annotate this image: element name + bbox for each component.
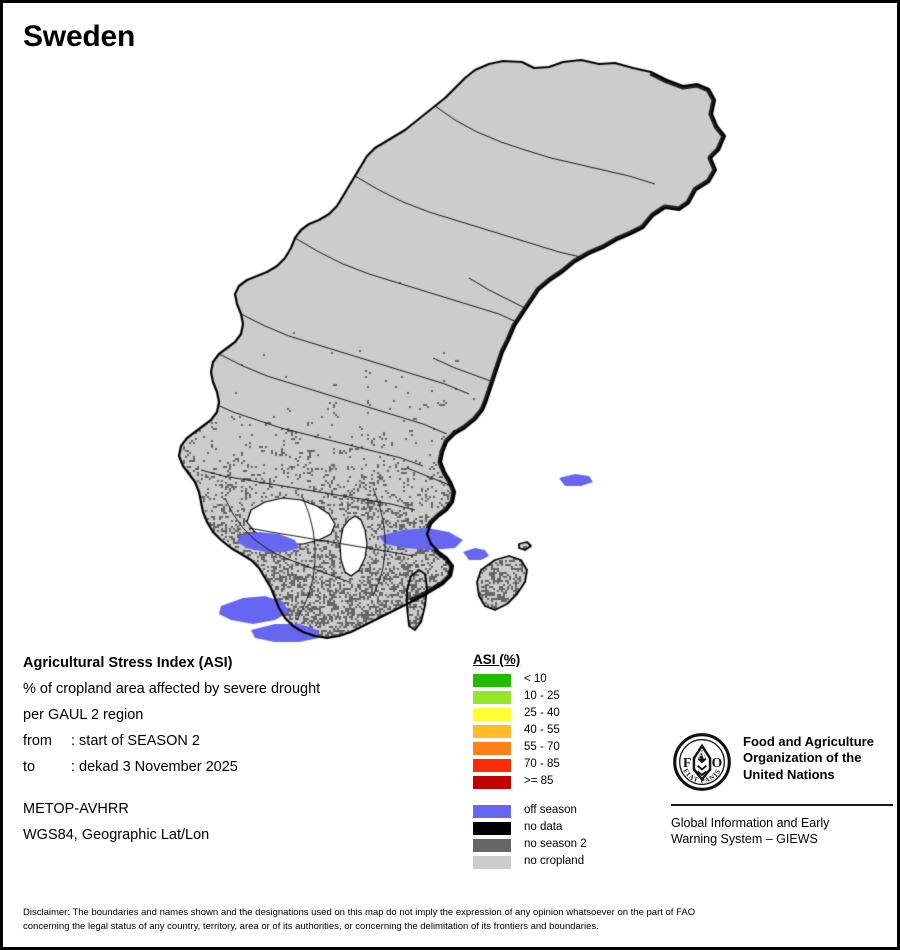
fao-organization-name: Food and Agriculture Organization of the… (743, 731, 874, 783)
legend-title: ASI (%) (473, 652, 521, 667)
legend-class-swatch (473, 758, 511, 772)
giews-line-2: Warning System – GIEWS (671, 832, 818, 847)
legend-class-swatch (473, 690, 511, 704)
fao-org-line-1: Food and Agriculture (743, 734, 874, 749)
legend-special-row: no data (473, 820, 663, 837)
disclaimer-text: Disclaimer: The boundaries and names sho… (23, 906, 883, 934)
legend-special-swatch (473, 855, 511, 869)
legend-class-swatch (473, 673, 511, 687)
legend-class-row: 40 - 55 (473, 723, 663, 740)
legend-special-label: off season (524, 804, 577, 817)
fao-branding-block: F A O FIAT PANIS Food and Agriculture Or… (671, 731, 893, 848)
legend-class-label: 40 - 55 (524, 724, 560, 737)
legend-class-row: 10 - 25 (473, 689, 663, 706)
info-from-key: from (23, 733, 52, 749)
info-to-key: to (23, 759, 36, 775)
map-legend: ASI (%) < 10 10 - 25 25 - 40 40 - 55 55 - 70… (473, 653, 663, 871)
legend-class-label: 25 - 40 (524, 707, 560, 720)
svg-text:F: F (683, 755, 691, 770)
legend-class-row: 55 - 70 (473, 740, 663, 757)
svg-text:O: O (712, 755, 723, 770)
legend-class-row: 70 - 85 (473, 757, 663, 774)
fao-org-line-2: Organization of the (743, 750, 862, 766)
fao-emblem-icon: F A O FIAT PANIS (671, 731, 733, 793)
fao-logo-row: F A O FIAT PANIS Food and Agriculture Or… (671, 731, 893, 793)
legend-special-row: no season 2 (473, 837, 663, 854)
legend-special-row: off season (473, 803, 663, 820)
info-subtitle-2: per GAUL 2 region (23, 707, 144, 723)
legend-special-label: no cropland (524, 855, 585, 868)
info-from-row: from : start of SEASON 2 (23, 734, 453, 749)
info-projection: WGS84, Geographic Lat/Lon (23, 827, 210, 843)
legend-class-label: 55 - 70 (524, 741, 560, 754)
fao-divider (671, 804, 893, 806)
legend-class-label: 70 - 85 (524, 758, 560, 771)
fao-org-line-3: United Nations (743, 766, 835, 782)
legend-special-list: off season no data no season 2 no cropland (473, 803, 663, 871)
legend-special-row: no cropland (473, 854, 663, 871)
legend-class-swatch (473, 724, 511, 738)
legend-special-label: no data (524, 821, 563, 834)
map-container (3, 58, 897, 643)
legend-special-swatch (473, 821, 511, 835)
giews-line-1: Global Information and Early (671, 816, 830, 830)
legend-class-swatch (473, 741, 511, 755)
legend-special-swatch (473, 804, 511, 818)
legend-class-swatch (473, 775, 511, 789)
info-to-value: : dekad 3 November 2025 (71, 759, 238, 775)
page-title: Sweden (23, 20, 136, 53)
legend-class-label: >= 85 (524, 775, 554, 788)
map-info-block: Agricultural Stress Index (ASI) % of cro… (23, 656, 453, 854)
info-heading: Agricultural Stress Index (ASI) (23, 655, 233, 671)
info-to-row: to : dekad 3 November 2025 (23, 760, 453, 775)
legend-class-row: 25 - 40 (473, 706, 663, 723)
info-sensor: METOP-AVHRR (23, 801, 129, 817)
legend-class-label: 10 - 25 (524, 690, 560, 703)
legend-gap (473, 791, 663, 803)
info-subtitle-1: % of cropland area affected by severe dr… (23, 681, 321, 697)
giews-system-name: Global Information and Early Warning Sys… (671, 815, 893, 848)
svg-text:A: A (698, 750, 706, 761)
legend-class-list: < 10 10 - 25 25 - 40 40 - 55 55 - 70 70 - 85 >… (473, 672, 663, 791)
sweden-asi-map (3, 58, 897, 643)
legend-special-swatch (473, 838, 511, 852)
legend-class-label: < 10 (524, 673, 547, 686)
disclaimer-line-1: Disclaimer: The boundaries and names sho… (23, 907, 696, 918)
legend-class-row: < 10 (473, 672, 663, 689)
info-spacer (23, 786, 453, 802)
legend-class-row: >= 85 (473, 774, 663, 791)
disclaimer-line-2: concerning the legal status of any count… (23, 920, 599, 932)
legend-special-label: no season 2 (524, 838, 587, 851)
info-from-value: : start of SEASON 2 (71, 733, 200, 749)
legend-class-swatch (473, 707, 511, 721)
